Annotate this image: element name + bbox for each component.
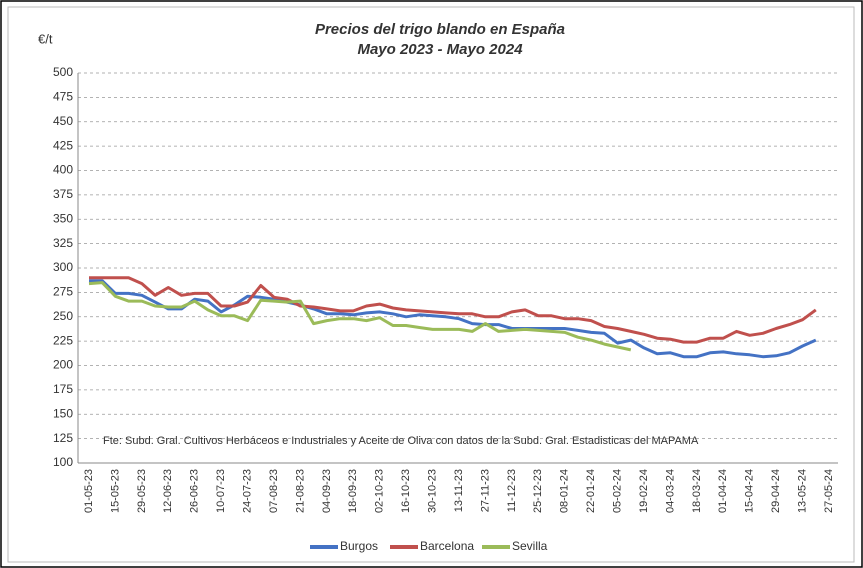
y-tick-label: 150	[53, 406, 73, 420]
y-axis-label: €/t	[38, 31, 53, 46]
y-tick-label: 100	[53, 455, 73, 469]
chart-area	[7, 6, 855, 563]
x-tick-label: 02-10-23	[374, 469, 386, 513]
x-tick-label: 15-04-24	[744, 469, 756, 513]
y-tick-label: 300	[53, 260, 73, 274]
x-tick-label: 15-05-23	[109, 469, 121, 513]
x-tick-label: 27-11-23	[479, 469, 491, 512]
x-tick-label: 19-02-24	[638, 469, 650, 513]
y-tick-label: 375	[53, 187, 73, 201]
legend-label: Barcelona	[420, 539, 474, 553]
y-tick-label: 425	[53, 138, 73, 152]
x-tick-label: 25-12-23	[532, 469, 544, 513]
chart-title: Precios del trigo blando en España	[315, 21, 565, 38]
x-tick-label: 13-05-24	[796, 469, 808, 513]
x-tick-label: 30-10-23	[426, 469, 438, 513]
legend-label: Burgos	[340, 539, 378, 553]
chart-subtitle: Mayo 2023 - Mayo 2024	[357, 41, 523, 58]
y-tick-label: 450	[53, 114, 73, 128]
line-series	[89, 279, 817, 359]
x-tick-label: 11-12-23	[506, 469, 518, 512]
x-tick-label: 16-10-23	[400, 469, 412, 513]
y-tick-label: 175	[53, 382, 73, 396]
x-tick-label: 18-09-23	[347, 469, 359, 513]
x-tick-label: 26-06-23	[189, 469, 201, 513]
x-tick-label: 08-01-24	[559, 469, 571, 513]
x-tick-label: 13-11-23	[453, 469, 465, 512]
y-tick-label: 325	[53, 236, 73, 250]
x-tick-label: 01-04-24	[717, 469, 729, 513]
line-series	[88, 281, 632, 352]
x-tick-label: 27-05-24	[823, 469, 835, 513]
y-tick-label: 500	[53, 65, 73, 79]
y-tick-label: 125	[53, 431, 73, 445]
legend-label: Sevilla	[512, 539, 548, 553]
x-tick-label: 12-06-23	[162, 469, 174, 513]
y-tick-label: 400	[53, 163, 73, 177]
y-tick-label: 350	[53, 211, 73, 225]
x-tick-label: 07-08-23	[268, 469, 280, 513]
y-tick-label: 250	[53, 309, 73, 323]
x-tick-label: 24-07-23	[241, 469, 253, 513]
x-tick-label: 10-07-23	[215, 469, 227, 513]
annotation: Fte: Subd. Gral. Cultivos Herbáceos e In…	[103, 435, 699, 447]
x-tick-label: 01-05-23	[83, 469, 95, 513]
x-tick-label: 21-08-23	[294, 469, 306, 513]
x-tick-label: 18-03-24	[691, 469, 703, 513]
x-tick-label: 22-01-24	[585, 469, 597, 513]
line-series	[89, 276, 817, 344]
x-tick-label: 29-05-23	[136, 469, 148, 513]
x-tick-label: 04-03-24	[664, 469, 676, 513]
y-tick-label: 225	[53, 333, 73, 347]
x-tick-label: 04-09-23	[321, 469, 333, 513]
x-tick-label: 05-02-24	[611, 469, 623, 513]
y-tick-label: 475	[53, 90, 73, 104]
y-tick-label: 275	[53, 285, 73, 299]
x-tick-label: 29-04-24	[770, 469, 782, 513]
y-tick-label: 200	[53, 358, 73, 372]
